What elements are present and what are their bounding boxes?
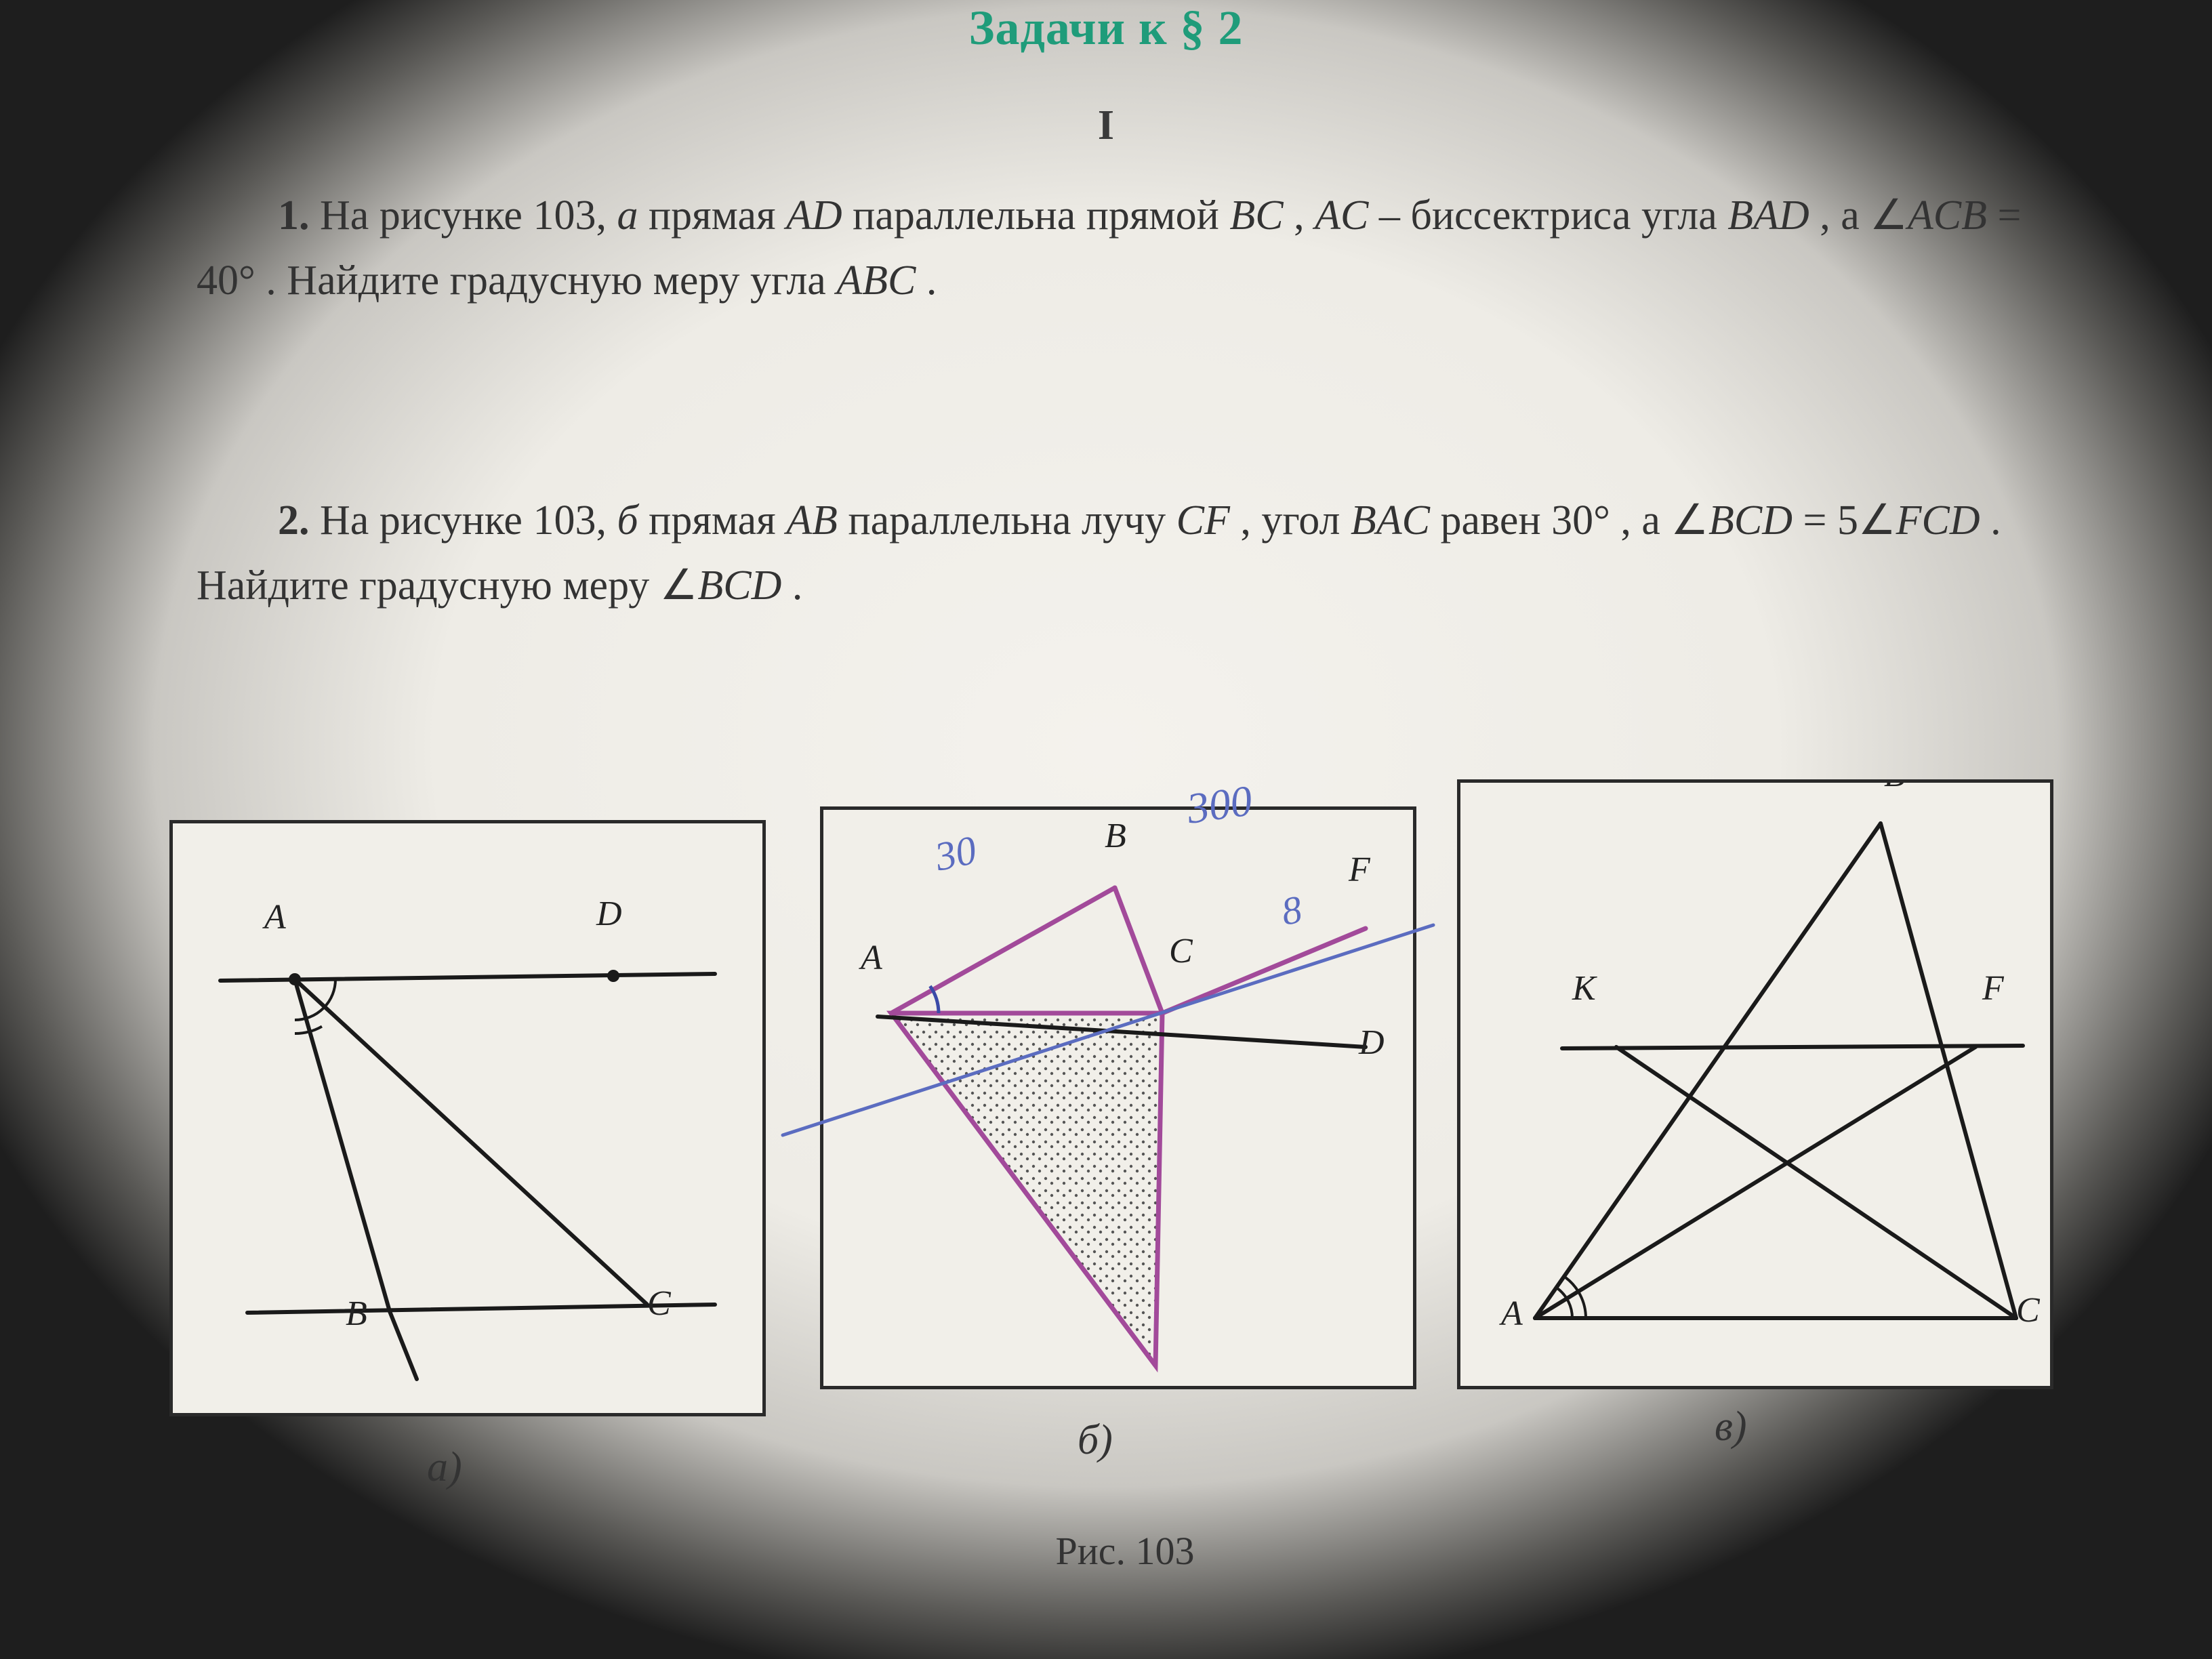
svg-text:D: D <box>1358 1023 1385 1062</box>
problem-2: 2. На рисунке 103, б прямая AB параллель… <box>197 488 2053 618</box>
figure-caption: Рис. 103 <box>169 1528 2081 1574</box>
problem-number: 2. <box>278 497 310 544</box>
problem-number: 1. <box>278 192 310 239</box>
svg-text:8: 8 <box>1278 887 1305 934</box>
figure-c-box: A B C K F <box>1457 779 2053 1389</box>
svg-text:B: B <box>1105 817 1126 855</box>
svg-text:B: B <box>1884 783 1906 794</box>
figure-row: ADBC а) ABCDF303008 б) ABCKF в) Рис. 103 <box>169 806 2081 1565</box>
figure-a-box: A D B C <box>169 820 766 1416</box>
textbook-page: Задачи к § 2 I 1. На рисунке 103, a прям… <box>0 0 2212 1659</box>
figure-b-svg: ABCDF303008 <box>823 810 1413 1386</box>
problem-2-text: На рисунке 103, б прямая AB параллельна … <box>197 497 2001 609</box>
svg-text:A: A <box>262 898 286 937</box>
svg-text:A: A <box>859 939 882 977</box>
svg-text:C: C <box>2016 1291 2041 1330</box>
svg-text:D: D <box>596 895 622 933</box>
svg-text:30: 30 <box>930 827 980 880</box>
problem-1: 1. На рисунке 103, a прямая AD параллель… <box>197 183 2053 313</box>
figure-b-label: б) <box>1078 1416 1113 1465</box>
section-title: Задачи к § 2 <box>0 0 2212 56</box>
svg-text:F: F <box>1348 851 1371 889</box>
svg-text:B: B <box>346 1294 367 1333</box>
figure-a-label: а) <box>427 1443 462 1492</box>
svg-text:F: F <box>1982 969 2005 1008</box>
figure-a-svg: A D B C <box>173 823 762 1413</box>
svg-text:300: 300 <box>1183 776 1255 833</box>
svg-text:C: C <box>1169 932 1193 970</box>
figure-b-box: ABCDF303008 <box>820 806 1416 1389</box>
problem-1-text: На рисунке 103, a прямая AD параллельна … <box>197 192 2021 304</box>
svg-text:C: C <box>647 1284 672 1323</box>
svg-text:K: K <box>1572 969 1597 1008</box>
figure-c-svg: A B C K F <box>1460 783 2050 1386</box>
figure-c-label: в) <box>1715 1403 1747 1451</box>
variant-roman: I <box>0 102 2212 150</box>
svg-text:A: A <box>1499 1294 1523 1333</box>
